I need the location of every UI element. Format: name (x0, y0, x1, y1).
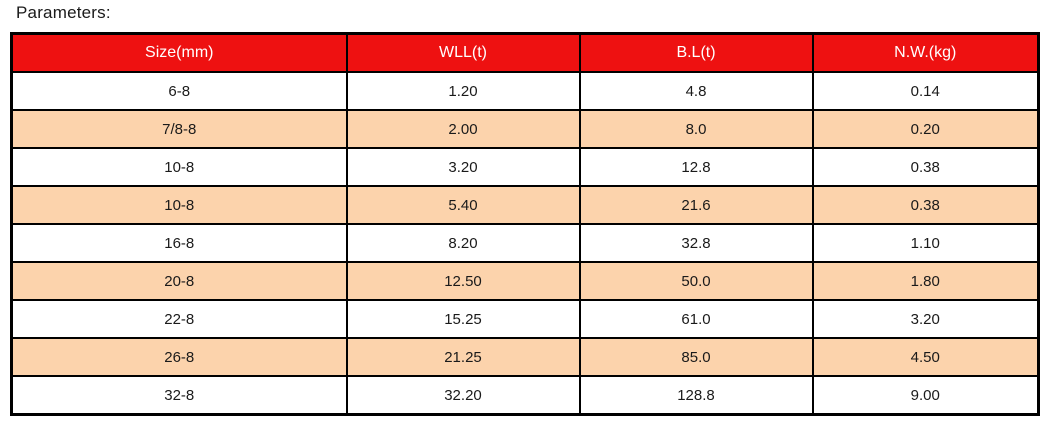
table-row: 7/8-8 2.00 8.0 0.20 (10, 109, 1040, 149)
cell-bl: 4.8 (578, 71, 814, 111)
table-header-row: Size(mm) WLL(t) B.L(t) N.W.(kg) (10, 32, 1040, 73)
cell-nw: 0.20 (811, 109, 1040, 149)
cell-nw: 0.38 (811, 147, 1040, 187)
parameters-table: Size(mm) WLL(t) B.L(t) N.W.(kg) 6-8 1.20… (10, 32, 1040, 416)
cell-size: 26-8 (10, 337, 348, 377)
header-cell-wll: WLL(t) (345, 32, 581, 73)
cell-bl: 128.8 (578, 375, 814, 416)
table-row: 32-8 32.20 128.8 9.00 (10, 375, 1040, 416)
cell-size: 10-8 (10, 185, 348, 225)
cell-wll: 8.20 (345, 223, 581, 263)
cell-nw: 0.14 (811, 71, 1040, 111)
cell-bl: 21.6 (578, 185, 814, 225)
cell-wll: 2.00 (345, 109, 581, 149)
header-cell-bl: B.L(t) (578, 32, 814, 73)
cell-nw: 4.50 (811, 337, 1040, 377)
cell-wll: 15.25 (345, 299, 581, 339)
cell-bl: 8.0 (578, 109, 814, 149)
table-row: 26-8 21.25 85.0 4.50 (10, 337, 1040, 377)
cell-wll: 5.40 (345, 185, 581, 225)
cell-size: 10-8 (10, 147, 348, 187)
cell-size: 6-8 (10, 71, 348, 111)
table-row: 20-8 12.50 50.0 1.80 (10, 261, 1040, 301)
header-cell-nw: N.W.(kg) (811, 32, 1040, 73)
cell-size: 22-8 (10, 299, 348, 339)
header-cell-size: Size(mm) (10, 32, 348, 73)
cell-bl: 61.0 (578, 299, 814, 339)
table-row: 6-8 1.20 4.8 0.14 (10, 71, 1040, 111)
cell-size: 7/8-8 (10, 109, 348, 149)
cell-nw: 0.38 (811, 185, 1040, 225)
cell-bl: 32.8 (578, 223, 814, 263)
cell-wll: 32.20 (345, 375, 581, 416)
cell-bl: 50.0 (578, 261, 814, 301)
table-row: 10-8 5.40 21.6 0.38 (10, 185, 1040, 225)
cell-size: 20-8 (10, 261, 348, 301)
cell-nw: 1.80 (811, 261, 1040, 301)
cell-bl: 12.8 (578, 147, 814, 187)
page-title: Parameters: (16, 3, 111, 22)
cell-nw: 3.20 (811, 299, 1040, 339)
cell-size: 32-8 (10, 375, 348, 416)
table-row: 22-8 15.25 61.0 3.20 (10, 299, 1040, 339)
cell-wll: 21.25 (345, 337, 581, 377)
cell-wll: 12.50 (345, 261, 581, 301)
cell-wll: 3.20 (345, 147, 581, 187)
cell-size: 16-8 (10, 223, 348, 263)
cell-wll: 1.20 (345, 71, 581, 111)
table-row: 16-8 8.20 32.8 1.10 (10, 223, 1040, 263)
cell-nw: 1.10 (811, 223, 1040, 263)
table-row: 10-8 3.20 12.8 0.38 (10, 147, 1040, 187)
cell-nw: 9.00 (811, 375, 1040, 416)
cell-bl: 85.0 (578, 337, 814, 377)
